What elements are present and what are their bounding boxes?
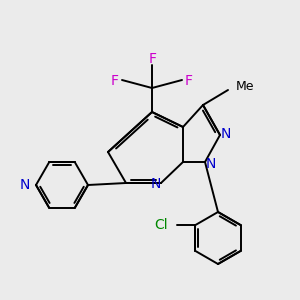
Text: N: N: [20, 178, 30, 192]
Text: Cl: Cl: [154, 218, 167, 232]
Text: N: N: [206, 157, 216, 171]
Text: N: N: [151, 177, 161, 191]
Text: N: N: [221, 127, 231, 141]
Text: F: F: [149, 52, 157, 66]
Text: Me: Me: [236, 80, 254, 92]
Text: F: F: [185, 74, 193, 88]
Text: F: F: [111, 74, 119, 88]
